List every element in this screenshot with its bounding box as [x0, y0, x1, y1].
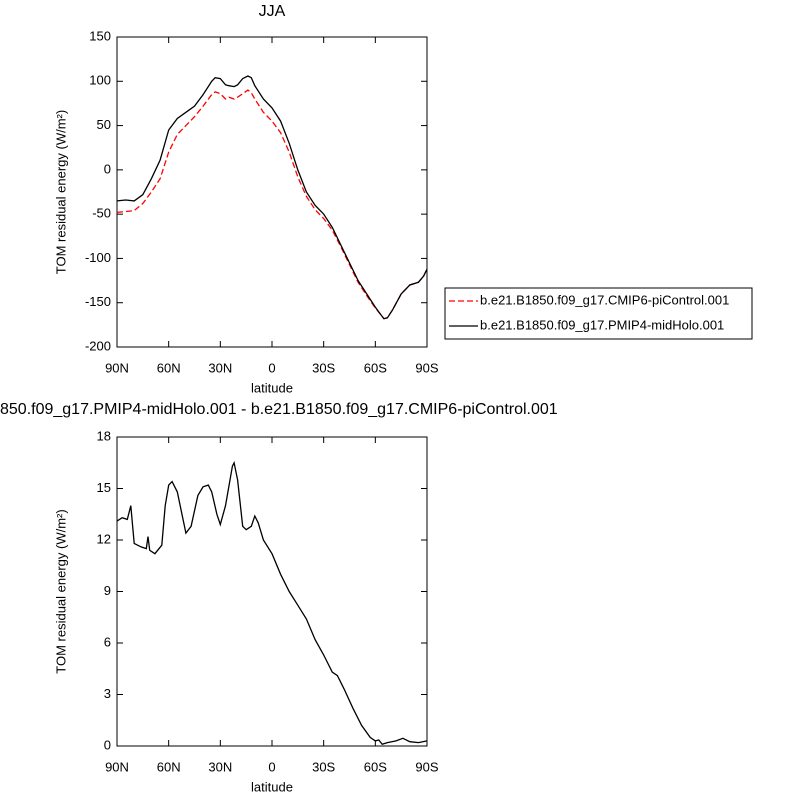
x-tick-label: 0 — [268, 360, 275, 375]
x-axis-label: latitude — [251, 779, 293, 794]
chart-title: 850.f09_g17.PMIP4-midHolo.001 - b.e21.B1… — [0, 401, 558, 418]
y-tick-label: 12 — [97, 531, 111, 546]
x-tick-label: 30N — [208, 360, 232, 375]
y-tick-label: -100 — [85, 250, 111, 265]
y-tick-label: 15 — [97, 480, 111, 495]
data-line — [116, 460, 428, 746]
x-tick-label: 0 — [268, 759, 275, 774]
x-tick-label: 60S — [364, 360, 387, 375]
y-tick-label: 100 — [89, 73, 111, 88]
legend-box — [444, 287, 753, 340]
y-tick-label: -150 — [85, 294, 111, 309]
x-tick-label: 90S — [415, 759, 438, 774]
x-tick-label: 60S — [364, 759, 387, 774]
x-tick-label: 90N — [105, 759, 129, 774]
y-axis-label: TOM residual energy (W/m²) — [53, 509, 68, 673]
x-tick-label: 60N — [157, 759, 181, 774]
y-tick-label: 0 — [104, 161, 111, 176]
x-axis-label: latitude — [251, 380, 293, 395]
y-tick-label: 150 — [89, 28, 111, 43]
x-tick-label: 30S — [312, 360, 335, 375]
data-line — [116, 75, 428, 320]
data-line — [116, 89, 428, 320]
y-axis-label: TOM residual energy (W/m²) — [53, 110, 68, 274]
x-tick-label: 90N — [105, 360, 129, 375]
x-tick-label: 90S — [415, 360, 438, 375]
chart-title: JJA — [259, 3, 286, 20]
y-tick-label: -50 — [92, 206, 111, 221]
plot-frame — [116, 436, 428, 747]
legend-label: b.e21.B1850.f09_g17.PMIP4-midHolo.001 — [480, 317, 724, 332]
y-tick-label: 3 — [104, 686, 111, 701]
y-tick-label: 6 — [104, 634, 111, 649]
x-tick-label: 30N — [208, 759, 232, 774]
x-tick-label: 30S — [312, 759, 335, 774]
x-tick-label: 60N — [157, 360, 181, 375]
y-tick-label: 50 — [97, 117, 111, 132]
y-tick-label: 18 — [97, 428, 111, 443]
legend-label: b.e21.B1850.f09_g17.CMIP6-piControl.001 — [480, 292, 729, 307]
plot-frame — [116, 36, 428, 348]
y-tick-label: -200 — [85, 338, 111, 353]
y-tick-label: 9 — [104, 583, 111, 598]
y-tick-label: 0 — [104, 737, 111, 752]
